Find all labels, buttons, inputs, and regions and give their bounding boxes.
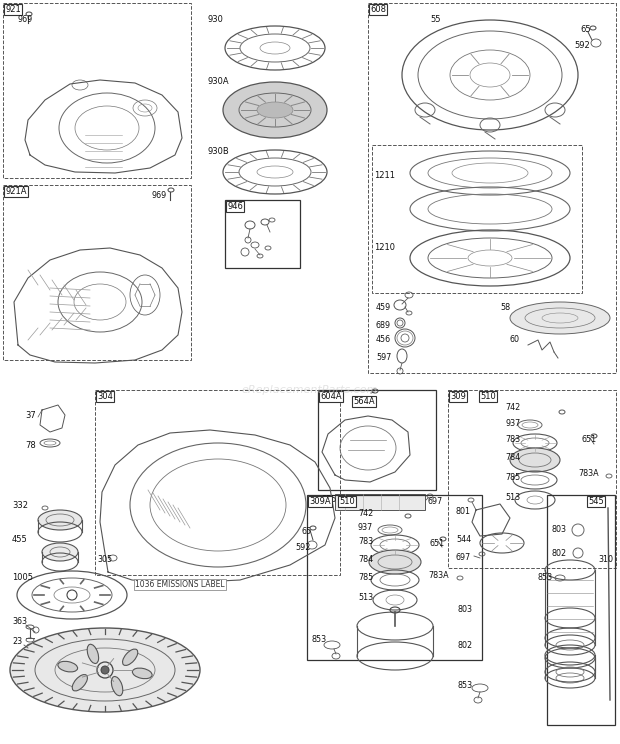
Ellipse shape bbox=[510, 302, 610, 334]
Text: 304: 304 bbox=[97, 392, 113, 401]
Text: 937: 937 bbox=[505, 418, 520, 428]
Text: 597: 597 bbox=[376, 353, 391, 362]
Text: 697: 697 bbox=[428, 498, 443, 507]
Text: 510: 510 bbox=[480, 392, 496, 401]
Text: 456: 456 bbox=[376, 336, 391, 344]
Bar bbox=[368, 3, 616, 373]
Text: 930B: 930B bbox=[208, 147, 230, 156]
Text: 332: 332 bbox=[12, 501, 28, 510]
Text: 742: 742 bbox=[358, 508, 373, 518]
Text: 513: 513 bbox=[358, 594, 373, 603]
Text: 784: 784 bbox=[358, 556, 373, 565]
Ellipse shape bbox=[87, 644, 99, 664]
Text: 309: 309 bbox=[450, 392, 466, 401]
Ellipse shape bbox=[38, 510, 82, 530]
Text: 969: 969 bbox=[18, 16, 33, 25]
Ellipse shape bbox=[223, 82, 327, 138]
Ellipse shape bbox=[133, 668, 152, 679]
Text: 930: 930 bbox=[208, 16, 224, 25]
Bar bbox=[307, 495, 482, 660]
Text: 785: 785 bbox=[505, 473, 520, 483]
Bar bbox=[372, 145, 582, 293]
Text: 545: 545 bbox=[588, 497, 604, 506]
Text: 853: 853 bbox=[538, 574, 553, 583]
Ellipse shape bbox=[58, 661, 78, 672]
Text: 853: 853 bbox=[458, 681, 473, 690]
Bar bbox=[318, 390, 436, 490]
Ellipse shape bbox=[42, 543, 78, 561]
Text: 608: 608 bbox=[370, 5, 386, 14]
Text: 564A: 564A bbox=[353, 397, 374, 406]
Ellipse shape bbox=[112, 676, 123, 696]
Bar bbox=[225, 200, 300, 268]
Text: 853: 853 bbox=[312, 635, 327, 644]
Bar bbox=[3, 3, 191, 178]
Ellipse shape bbox=[73, 675, 87, 691]
Text: 23: 23 bbox=[12, 638, 22, 647]
Text: 459: 459 bbox=[376, 303, 391, 312]
Text: 1036 EMISSIONS LABEL: 1036 EMISSIONS LABEL bbox=[135, 580, 225, 589]
Text: 592: 592 bbox=[574, 40, 590, 50]
Text: 1005: 1005 bbox=[12, 574, 33, 583]
Bar bbox=[448, 390, 616, 568]
Text: 783: 783 bbox=[358, 537, 373, 547]
Text: 689: 689 bbox=[376, 321, 391, 330]
Ellipse shape bbox=[10, 628, 200, 712]
Text: 937: 937 bbox=[358, 522, 373, 531]
Text: 784: 784 bbox=[505, 454, 520, 463]
Text: 513: 513 bbox=[505, 493, 520, 502]
Text: 65: 65 bbox=[580, 25, 591, 34]
Text: 803: 803 bbox=[458, 606, 473, 615]
Text: 946: 946 bbox=[227, 202, 243, 211]
Text: 697: 697 bbox=[456, 554, 471, 562]
Ellipse shape bbox=[123, 649, 138, 665]
Text: 363: 363 bbox=[12, 618, 27, 626]
Text: 801: 801 bbox=[456, 507, 471, 516]
Ellipse shape bbox=[510, 448, 560, 472]
Text: 783A: 783A bbox=[428, 571, 449, 580]
Text: 783A: 783A bbox=[578, 469, 599, 478]
Text: 592: 592 bbox=[295, 542, 311, 551]
Text: eReplacementParts.com: eReplacementParts.com bbox=[242, 385, 378, 395]
Text: 930A: 930A bbox=[208, 77, 229, 86]
Text: 309A: 309A bbox=[309, 497, 330, 506]
Text: 802: 802 bbox=[552, 548, 567, 557]
Text: 969: 969 bbox=[152, 191, 167, 200]
Text: 1211: 1211 bbox=[374, 170, 395, 179]
Text: 803: 803 bbox=[552, 525, 567, 534]
Text: 37: 37 bbox=[25, 411, 36, 420]
Text: 510: 510 bbox=[339, 497, 355, 506]
Text: 305: 305 bbox=[97, 556, 112, 565]
Text: 651: 651 bbox=[582, 435, 597, 444]
Text: 55: 55 bbox=[430, 16, 440, 25]
Text: 544: 544 bbox=[456, 536, 471, 545]
Text: 921: 921 bbox=[5, 5, 20, 14]
Text: 651: 651 bbox=[430, 539, 445, 548]
Text: 783: 783 bbox=[505, 435, 520, 444]
Ellipse shape bbox=[257, 102, 293, 118]
Text: 604A: 604A bbox=[320, 392, 342, 401]
Text: 58: 58 bbox=[500, 303, 510, 312]
Ellipse shape bbox=[369, 550, 421, 574]
Text: 742: 742 bbox=[505, 403, 520, 412]
Bar bbox=[3, 185, 191, 360]
Text: 65: 65 bbox=[302, 527, 312, 536]
Text: 1210: 1210 bbox=[374, 243, 395, 252]
Text: 785: 785 bbox=[358, 574, 373, 583]
Text: 455: 455 bbox=[12, 536, 28, 545]
Text: 925: 925 bbox=[322, 496, 337, 504]
Bar bbox=[547, 495, 615, 725]
Text: 78: 78 bbox=[25, 440, 36, 449]
Circle shape bbox=[101, 666, 109, 674]
Text: 921A: 921A bbox=[5, 187, 27, 196]
Bar bbox=[335, 494, 425, 510]
Bar bbox=[95, 390, 340, 575]
Text: 802: 802 bbox=[458, 641, 473, 650]
Text: 60: 60 bbox=[510, 336, 520, 344]
Text: 310: 310 bbox=[598, 556, 613, 565]
